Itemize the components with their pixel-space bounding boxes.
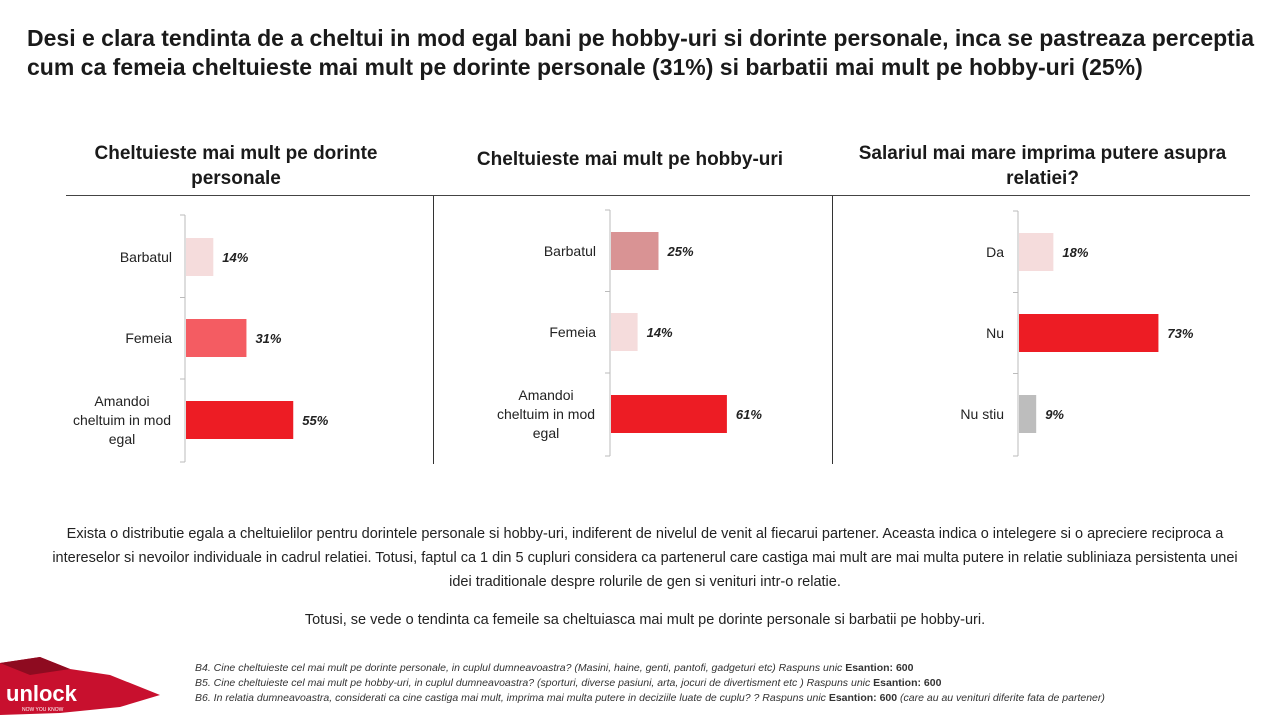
bar-2-0 — [1019, 233, 1054, 271]
bar-1-0 — [611, 232, 659, 270]
footnote-b4: B4. Cine cheltuieste cel mai mult pe dor… — [195, 662, 914, 674]
summary-paragraph: Exista o distributie egala a cheltuielil… — [52, 526, 1238, 590]
footnote-b5: B5. Cine cheltuieste cel mai mult pe hob… — [195, 677, 942, 689]
category-label-1-2: Amandoi cheltuim in mod egal — [497, 387, 595, 441]
value-label-1-0: 25% — [667, 244, 694, 259]
bar-0-0 — [186, 238, 214, 276]
bar-2-2 — [1019, 395, 1037, 433]
category-label-1-1: Femeia — [549, 324, 596, 340]
bar-1-1 — [611, 313, 638, 351]
panel-title-hobby: Cheltuieste mai mult pe hobby-uri — [476, 149, 784, 170]
footnotes: B4. Cine cheltuieste cel mai mult pe dor… — [195, 661, 1275, 706]
panel-separator-2 — [832, 196, 833, 464]
category-label-2-1: Nu — [986, 325, 1004, 341]
logo-tagline: NOW YOU KNOW — [22, 707, 64, 713]
category-label-0-2: Amandoi cheltuim in mod egal — [73, 393, 171, 447]
value-label-2-0: 18% — [1062, 245, 1088, 260]
panel-title-dorinte: Cheltuieste mai mult pe dorinte personal… — [94, 143, 378, 189]
bar-charts: 14% Barbatul 31% Femeia 55% Amandoi cheltuim i… — [73, 209, 1194, 463]
category-label-1-0: Barbatul — [544, 243, 596, 259]
unlock-logo: unlock NOW YOU KNOW — [0, 657, 160, 715]
value-label-1-1: 14% — [647, 325, 673, 340]
category-label-0-0: Barbatul — [120, 249, 172, 265]
bar-1-2 — [611, 395, 727, 433]
category-label-2-2: Nu stiu — [960, 406, 1004, 422]
header-divider — [66, 195, 1250, 196]
conclusion-paragraph: Totusi, se vede o tendinta ca femeile sa… — [304, 612, 986, 628]
bar-0-1 — [186, 319, 247, 357]
logo-wordmark: unlock — [6, 681, 78, 706]
bar-0-2 — [186, 401, 294, 439]
bar-2-1 — [1019, 314, 1159, 352]
value-label-1-2: 61% — [736, 407, 762, 422]
page-title: Desi e clara tendinta de a cheltui in mo… — [27, 25, 1255, 80]
footnote-b6: B6. In relatia dumneavoastra, considerat… — [195, 692, 1105, 704]
panel-title-salariu: Salariul mai mare imprima putere asupra … — [858, 143, 1227, 189]
value-label-0-1: 31% — [255, 331, 281, 346]
category-label-2-0: Da — [986, 244, 1004, 260]
panel-separator-1 — [433, 196, 434, 464]
value-label-0-2: 55% — [302, 413, 328, 428]
value-label-0-0: 14% — [222, 250, 248, 265]
value-label-2-1: 73% — [1167, 326, 1193, 341]
category-label-0-1: Femeia — [125, 330, 172, 346]
value-label-2-2: 9% — [1045, 407, 1064, 422]
